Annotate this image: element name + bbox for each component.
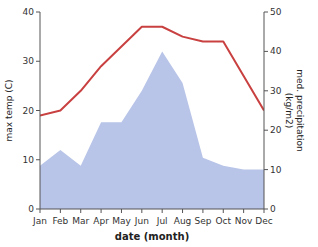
y2-tick — [264, 12, 268, 13]
y2-tick — [264, 130, 268, 131]
x-tick-label: Mar — [72, 216, 89, 226]
x-tick — [243, 209, 244, 213]
x-tick — [141, 209, 142, 213]
x-tick — [182, 209, 183, 213]
y2-axis-label-line: (kg/m2) — [284, 93, 294, 128]
x-tick — [40, 209, 41, 213]
x-tick — [162, 209, 163, 213]
y2-tick — [264, 90, 268, 91]
y-tick — [36, 61, 40, 62]
precipitation-area — [40, 51, 264, 209]
y-axis-label: max temp (C) — [4, 79, 14, 141]
x-tick — [101, 209, 102, 213]
x-tick — [223, 209, 224, 213]
y-tick — [36, 12, 40, 13]
y2-axis-label-line: med. precipitation — [295, 69, 305, 151]
x-axis-label: date (month) — [115, 231, 189, 242]
plot-area — [40, 27, 264, 209]
x-tick — [121, 209, 122, 213]
y2-tick — [264, 51, 268, 52]
x-tick-label: Apr — [93, 216, 109, 226]
y2-tick-label: 10 — [270, 165, 282, 175]
x-tick — [264, 209, 265, 213]
x-tick-label: Jan — [32, 216, 47, 226]
y2-tick-label: 40 — [270, 46, 282, 56]
x-axis-line — [40, 209, 264, 210]
chart: Jan Feb Mar AprMayJun Jul AugSep Oct NovDec 0 10 2… — [0, 0, 318, 247]
x-tick — [60, 209, 61, 213]
y-tick-label: 10 — [23, 155, 35, 165]
y2-axis-label: med. precipitation(kg/m2) — [284, 69, 305, 151]
x-tick-label: Feb — [52, 216, 68, 226]
temperature-line — [40, 27, 264, 116]
y-tick — [36, 159, 40, 160]
y-tick — [36, 209, 40, 210]
x-tick-label: Nov — [235, 216, 253, 226]
y-tick-label: 0 — [28, 204, 34, 214]
y2-axis-line — [264, 12, 265, 209]
x-tick-label: Aug — [174, 216, 192, 226]
y2-tick-label: 50 — [270, 7, 282, 17]
x-tick-label: Jun — [134, 216, 149, 226]
y2-tick-label: 0 — [270, 204, 276, 214]
x-tick-label: Dec — [255, 216, 272, 226]
x-tick-label: Sep — [194, 216, 211, 226]
y-tick-label: 30 — [23, 56, 35, 66]
y2-tick-label: 20 — [270, 125, 282, 135]
x-tick-label: Jul — [156, 216, 168, 226]
y2-tick-label: 30 — [270, 86, 282, 96]
y2-tick — [264, 209, 268, 210]
y-tick-label: 20 — [23, 106, 35, 116]
y-tick — [36, 110, 40, 111]
x-tick-label: Oct — [215, 216, 231, 226]
y-tick-label: 40 — [23, 7, 35, 17]
x-tick-label: May — [112, 216, 131, 226]
y2-tick — [264, 169, 268, 170]
x-tick — [80, 209, 81, 213]
x-tick — [202, 209, 203, 213]
